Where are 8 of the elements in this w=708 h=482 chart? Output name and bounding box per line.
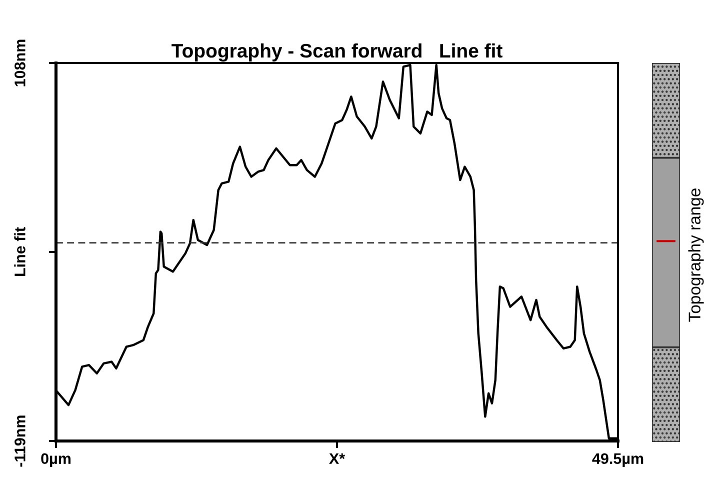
y-tick-label: 108nm bbox=[14, 40, 26, 86]
x-tick-label: 49.5µm bbox=[592, 453, 644, 468]
text: Topography range bbox=[688, 188, 704, 322]
x-tick-label: 0µm bbox=[41, 453, 70, 468]
y-tick-label: Line fit bbox=[14, 227, 26, 276]
y-tick-label: -119nm bbox=[14, 416, 26, 467]
x-tick-label: X* bbox=[329, 453, 346, 464]
chart-title: Topography - Scan forward Line fit bbox=[172, 43, 502, 62]
